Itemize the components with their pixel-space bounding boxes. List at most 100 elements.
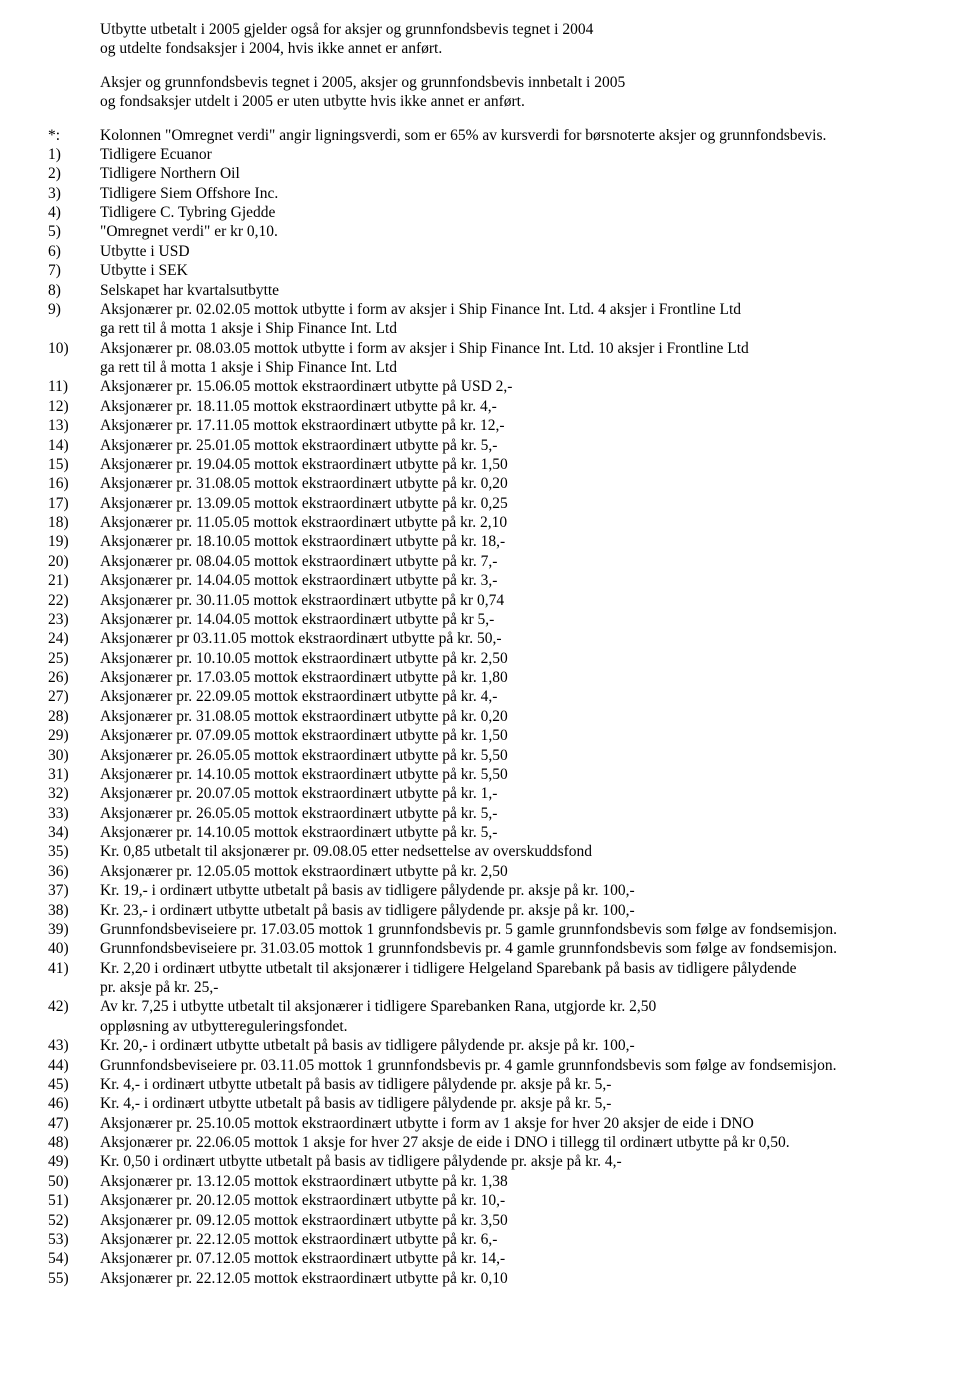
note-row: 16)Aksjonærer pr. 31.08.05 mottok ekstra… bbox=[48, 474, 930, 493]
note-text-line: Av kr. 7,25 i utbytte utbetalt til aksjo… bbox=[100, 998, 656, 1015]
note-marker: 48) bbox=[48, 1133, 100, 1152]
note-text-line: Aksjonærer pr. 10.10.05 mottok ekstraord… bbox=[100, 650, 508, 667]
note-text: Aksjonærer pr. 02.02.05 mottok utbytte i… bbox=[100, 300, 930, 339]
note-row: 24)Aksjonærer pr 03.11.05 mottok ekstrao… bbox=[48, 629, 930, 648]
note-marker: 47) bbox=[48, 1114, 100, 1133]
note-text-line: Kr. 20,- i ordinært utbytte utbetalt på … bbox=[100, 1037, 635, 1054]
note-text: Selskapet har kvartalsutbytte bbox=[100, 281, 930, 300]
note-marker: 43) bbox=[48, 1036, 100, 1055]
note-row: 49)Kr. 0,50 i ordinært utbytte utbetalt … bbox=[48, 1152, 930, 1171]
note-text: Aksjonærer pr. 12.05.05 mottok ekstraord… bbox=[100, 862, 930, 881]
note-text-line: Tidligere Siem Offshore Inc. bbox=[100, 185, 278, 202]
note-row: 5)"Omregnet verdi" er kr 0,10. bbox=[48, 222, 930, 241]
note-row: 55)Aksjonærer pr. 22.12.05 mottok ekstra… bbox=[48, 1269, 930, 1288]
note-marker: 55) bbox=[48, 1269, 100, 1288]
note-marker: 9) bbox=[48, 300, 100, 339]
note-text: Tidligere C. Tybring Gjedde bbox=[100, 203, 930, 222]
note-text: Aksjonærer pr. 08.04.05 mottok ekstraord… bbox=[100, 552, 930, 571]
intro-paragraph-2: Aksjer og grunnfondsbevis tegnet i 2005,… bbox=[100, 73, 930, 112]
note-text: Tidligere Siem Offshore Inc. bbox=[100, 184, 930, 203]
note-text-line: Tidligere Ecuanor bbox=[100, 146, 212, 163]
note-text-line: Kr. 2,20 i ordinært utbytte utbetalt til… bbox=[100, 960, 796, 977]
note-marker: 26) bbox=[48, 668, 100, 687]
note-text: Aksjonærer pr. 07.09.05 mottok ekstraord… bbox=[100, 726, 930, 745]
note-row: 8)Selskapet har kvartalsutbytte bbox=[48, 281, 930, 300]
note-marker: 18) bbox=[48, 513, 100, 532]
note-text: Aksjonærer pr. 30.11.05 mottok ekstraord… bbox=[100, 591, 930, 610]
note-row: 51)Aksjonærer pr. 20.12.05 mottok ekstra… bbox=[48, 1191, 930, 1210]
note-text-line: Kr. 23,- i ordinært utbytte utbetalt på … bbox=[100, 902, 635, 919]
note-text: Aksjonærer pr. 17.03.05 mottok ekstraord… bbox=[100, 668, 930, 687]
note-row: 1)Tidligere Ecuanor bbox=[48, 145, 930, 164]
note-row: 45)Kr. 4,- i ordinært utbytte utbetalt p… bbox=[48, 1075, 930, 1094]
note-marker: 32) bbox=[48, 784, 100, 803]
note-row: 17)Aksjonærer pr. 13.09.05 mottok ekstra… bbox=[48, 494, 930, 513]
note-text: Aksjonærer pr. 07.12.05 mottok ekstraord… bbox=[100, 1249, 930, 1268]
note-text-line: "Omregnet verdi" er kr 0,10. bbox=[100, 223, 278, 240]
note-text-line: Aksjonærer pr. 15.06.05 mottok ekstraord… bbox=[100, 378, 512, 395]
note-text-line: Aksjonærer pr. 22.12.05 mottok ekstraord… bbox=[100, 1270, 508, 1287]
star-note-row: *: Kolonnen "Omregnet verdi" angir ligni… bbox=[48, 126, 930, 145]
note-marker: 33) bbox=[48, 804, 100, 823]
note-row: 21)Aksjonærer pr. 14.04.05 mottok ekstra… bbox=[48, 571, 930, 590]
note-text: Kr. 0,85 utbetalt til aksjonærer pr. 09.… bbox=[100, 842, 930, 861]
note-row: 29)Aksjonærer pr. 07.09.05 mottok ekstra… bbox=[48, 726, 930, 745]
note-text: Kr. 23,- i ordinært utbytte utbetalt på … bbox=[100, 901, 930, 920]
intro-paragraph-1: Utbytte utbetalt i 2005 gjelder også for… bbox=[100, 20, 930, 59]
intro-line-1b: og utdelte fondsaksjer i 2004, hvis ikke… bbox=[100, 40, 442, 57]
note-row: 20)Aksjonærer pr. 08.04.05 mottok ekstra… bbox=[48, 552, 930, 571]
note-marker: 15) bbox=[48, 455, 100, 474]
note-row: 9)Aksjonærer pr. 02.02.05 mottok utbytte… bbox=[48, 300, 930, 339]
note-marker: 27) bbox=[48, 687, 100, 706]
note-marker: 29) bbox=[48, 726, 100, 745]
note-marker: 2) bbox=[48, 164, 100, 183]
note-marker: 7) bbox=[48, 261, 100, 280]
note-row: 15)Aksjonærer pr. 19.04.05 mottok ekstra… bbox=[48, 455, 930, 474]
note-text-line: Tidligere Northern Oil bbox=[100, 165, 240, 182]
note-text-line: Aksjonærer pr. 18.11.05 mottok ekstraord… bbox=[100, 398, 497, 415]
note-row: 32)Aksjonærer pr. 20.07.05 mottok ekstra… bbox=[48, 784, 930, 803]
note-text: "Omregnet verdi" er kr 0,10. bbox=[100, 222, 930, 241]
note-row: 48)Aksjonærer pr. 22.06.05 mottok 1 aksj… bbox=[48, 1133, 930, 1152]
note-text: Aksjonærer pr. 31.08.05 mottok ekstraord… bbox=[100, 474, 930, 493]
note-marker: 5) bbox=[48, 222, 100, 241]
star-note-text: Kolonnen "Omregnet verdi" angir lignings… bbox=[100, 126, 930, 145]
note-marker: 49) bbox=[48, 1152, 100, 1171]
note-marker: 4) bbox=[48, 203, 100, 222]
note-marker: 51) bbox=[48, 1191, 100, 1210]
note-text-line: Aksjonærer pr. 08.04.05 mottok ekstraord… bbox=[100, 553, 497, 570]
note-text-line: Aksjonærer pr. 26.05.05 mottok ekstraord… bbox=[100, 747, 508, 764]
note-text: Aksjonærer pr. 14.04.05 mottok ekstraord… bbox=[100, 571, 930, 590]
note-text: Aksjonærer pr. 19.04.05 mottok ekstraord… bbox=[100, 455, 930, 474]
note-text: Utbytte i USD bbox=[100, 242, 930, 261]
note-text: Tidligere Ecuanor bbox=[100, 145, 930, 164]
note-row: 44)Grunnfondsbeviseiere pr. 03.11.05 mot… bbox=[48, 1056, 930, 1075]
note-row: 47)Aksjonærer pr. 25.10.05 mottok ekstra… bbox=[48, 1114, 930, 1133]
note-text-line: Grunnfondsbeviseiere pr. 03.11.05 mottok… bbox=[100, 1057, 836, 1074]
note-row: 19)Aksjonærer pr. 18.10.05 mottok ekstra… bbox=[48, 532, 930, 551]
note-text: Aksjonærer pr. 25.01.05 mottok ekstraord… bbox=[100, 436, 930, 455]
note-row: 37)Kr. 19,- i ordinært utbytte utbetalt … bbox=[48, 881, 930, 900]
note-marker: 22) bbox=[48, 591, 100, 610]
note-text: Aksjonærer pr. 20.07.05 mottok ekstraord… bbox=[100, 784, 930, 803]
note-row: 41)Kr. 2,20 i ordinært utbytte utbetalt … bbox=[48, 959, 930, 998]
note-text: Tidligere Northern Oil bbox=[100, 164, 930, 183]
note-text: Kr. 19,- i ordinært utbytte utbetalt på … bbox=[100, 881, 930, 900]
note-text-line: Aksjonærer pr. 08.03.05 mottok utbytte i… bbox=[100, 340, 749, 357]
intro-line-2a: Aksjer og grunnfondsbevis tegnet i 2005,… bbox=[100, 74, 625, 91]
note-marker: 31) bbox=[48, 765, 100, 784]
note-row: 10)Aksjonærer pr. 08.03.05 mottok utbytt… bbox=[48, 339, 930, 378]
note-text-line-2: ga rett til å motta 1 aksje i Ship Finan… bbox=[100, 320, 397, 337]
note-row: 7)Utbytte i SEK bbox=[48, 261, 930, 280]
note-text-line: Kr. 0,50 i ordinært utbytte utbetalt på … bbox=[100, 1153, 622, 1170]
note-marker: 16) bbox=[48, 474, 100, 493]
note-text-line: Aksjonærer pr. 12.05.05 mottok ekstraord… bbox=[100, 863, 508, 880]
note-marker: 28) bbox=[48, 707, 100, 726]
note-text: Aksjonærer pr. 22.12.05 mottok ekstraord… bbox=[100, 1269, 930, 1288]
note-marker: 44) bbox=[48, 1056, 100, 1075]
note-text-line: Aksjonærer pr. 22.06.05 mottok 1 aksje f… bbox=[100, 1134, 790, 1151]
note-marker: 12) bbox=[48, 397, 100, 416]
star-note-marker: *: bbox=[48, 126, 100, 145]
note-row: 36)Aksjonærer pr. 12.05.05 mottok ekstra… bbox=[48, 862, 930, 881]
note-marker: 37) bbox=[48, 881, 100, 900]
